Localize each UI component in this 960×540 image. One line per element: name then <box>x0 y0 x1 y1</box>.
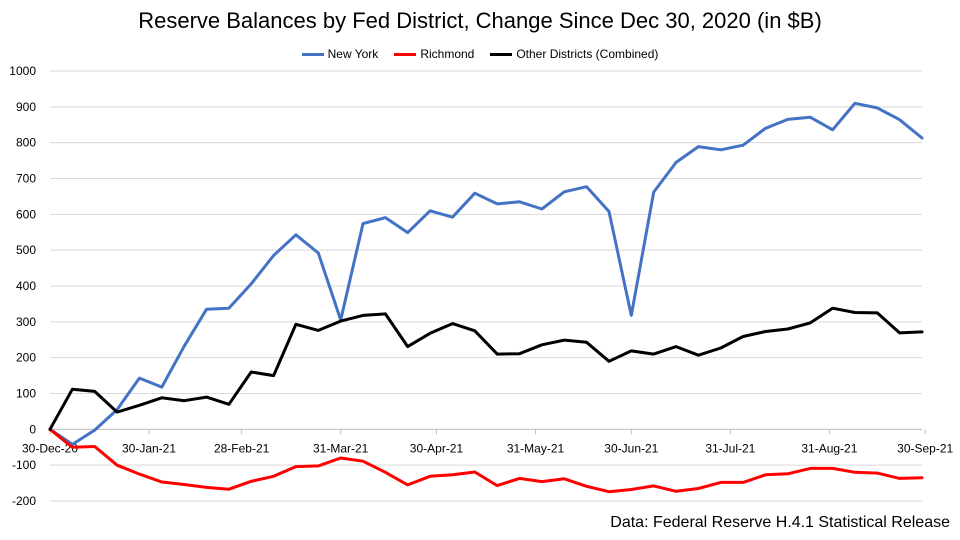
y-tick-label: 1000 <box>9 64 36 78</box>
x-tick-label: 28-Feb-21 <box>214 441 270 455</box>
legend-item-other-districts: Other Districts (Combined) <box>490 47 658 61</box>
y-tick-label: 500 <box>16 243 36 257</box>
series-line-0 <box>48 101 924 446</box>
x-tick-label: 30-Sep-21 <box>897 441 953 455</box>
series-line-1 <box>48 427 924 494</box>
y-tick-label: 900 <box>16 100 36 114</box>
x-tick-label: 30-Jan-21 <box>122 441 176 455</box>
series-line-2 <box>48 306 924 431</box>
x-tick-label: 30-Dec-20 <box>22 441 78 455</box>
y-tick-label: 600 <box>16 207 36 221</box>
data-source-note: Data: Federal Reserve H.4.1 Statistical … <box>610 514 950 531</box>
x-tick-label: 31-May-21 <box>507 441 565 455</box>
y-tick-label: 100 <box>16 387 36 401</box>
y-tick-label: 300 <box>16 315 36 329</box>
chart-title: Reserve Balances by Fed District, Change… <box>138 8 822 33</box>
y-tick-label: 700 <box>16 172 36 186</box>
x-tick-label: 31-Aug-21 <box>801 441 857 455</box>
chart-legend: New York Richmond Other Districts (Combi… <box>0 47 960 61</box>
y-tick-label: -200 <box>12 494 36 508</box>
y-tick-label: 400 <box>16 279 36 293</box>
legend-item-new-york: New York <box>301 47 379 61</box>
x-tick-label: 31-Jul-21 <box>705 441 755 455</box>
y-tick-label: -100 <box>12 458 36 472</box>
y-tick-label: 800 <box>16 136 36 150</box>
legend-swatch-new-york <box>301 52 324 56</box>
legend-item-richmond: Richmond <box>394 47 474 61</box>
legend-swatch-richmond <box>394 52 417 56</box>
y-tick-label: 200 <box>16 351 36 365</box>
legend-label-new-york: New York <box>327 47 379 61</box>
legend-label-other-districts: Other Districts (Combined) <box>516 47 659 61</box>
y-tick-label: 0 <box>29 422 36 436</box>
x-tick-label: 30-Jun-21 <box>604 441 658 455</box>
x-tick-label: 31-Mar-21 <box>313 441 369 455</box>
legend-swatch-other-districts <box>490 52 513 56</box>
x-tick-label: 30-Apr-21 <box>410 441 464 455</box>
legend-label-richmond: Richmond <box>420 47 475 61</box>
